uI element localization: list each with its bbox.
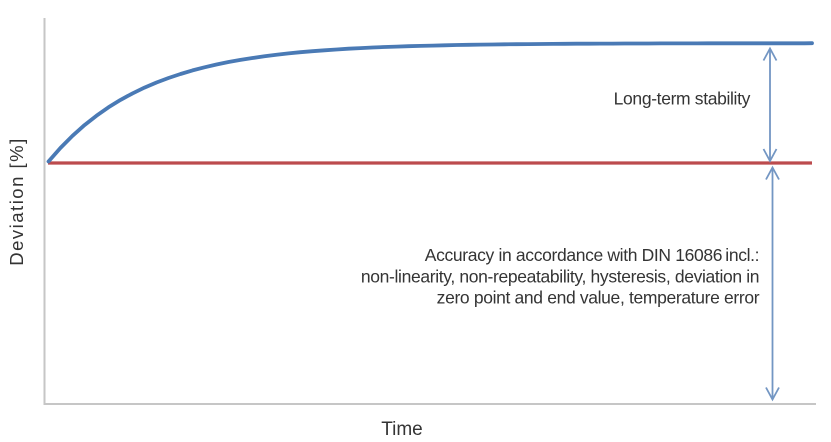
svg-text:zero point and end value, temp: zero point and end value, temperature er… [437, 288, 760, 308]
svg-text:Deviation [%]: Deviation [%] [6, 137, 27, 266]
svg-text:non-linearity, non-repeatabili: non-linearity, non-repeatability, hyster… [361, 266, 759, 286]
svg-text:Accuracy in accordance with DI: Accuracy in accordance with DIN 16086 in… [425, 245, 759, 265]
svg-text:Time: Time [381, 419, 423, 440]
svg-text:Long-term stability: Long-term stability [614, 89, 751, 109]
